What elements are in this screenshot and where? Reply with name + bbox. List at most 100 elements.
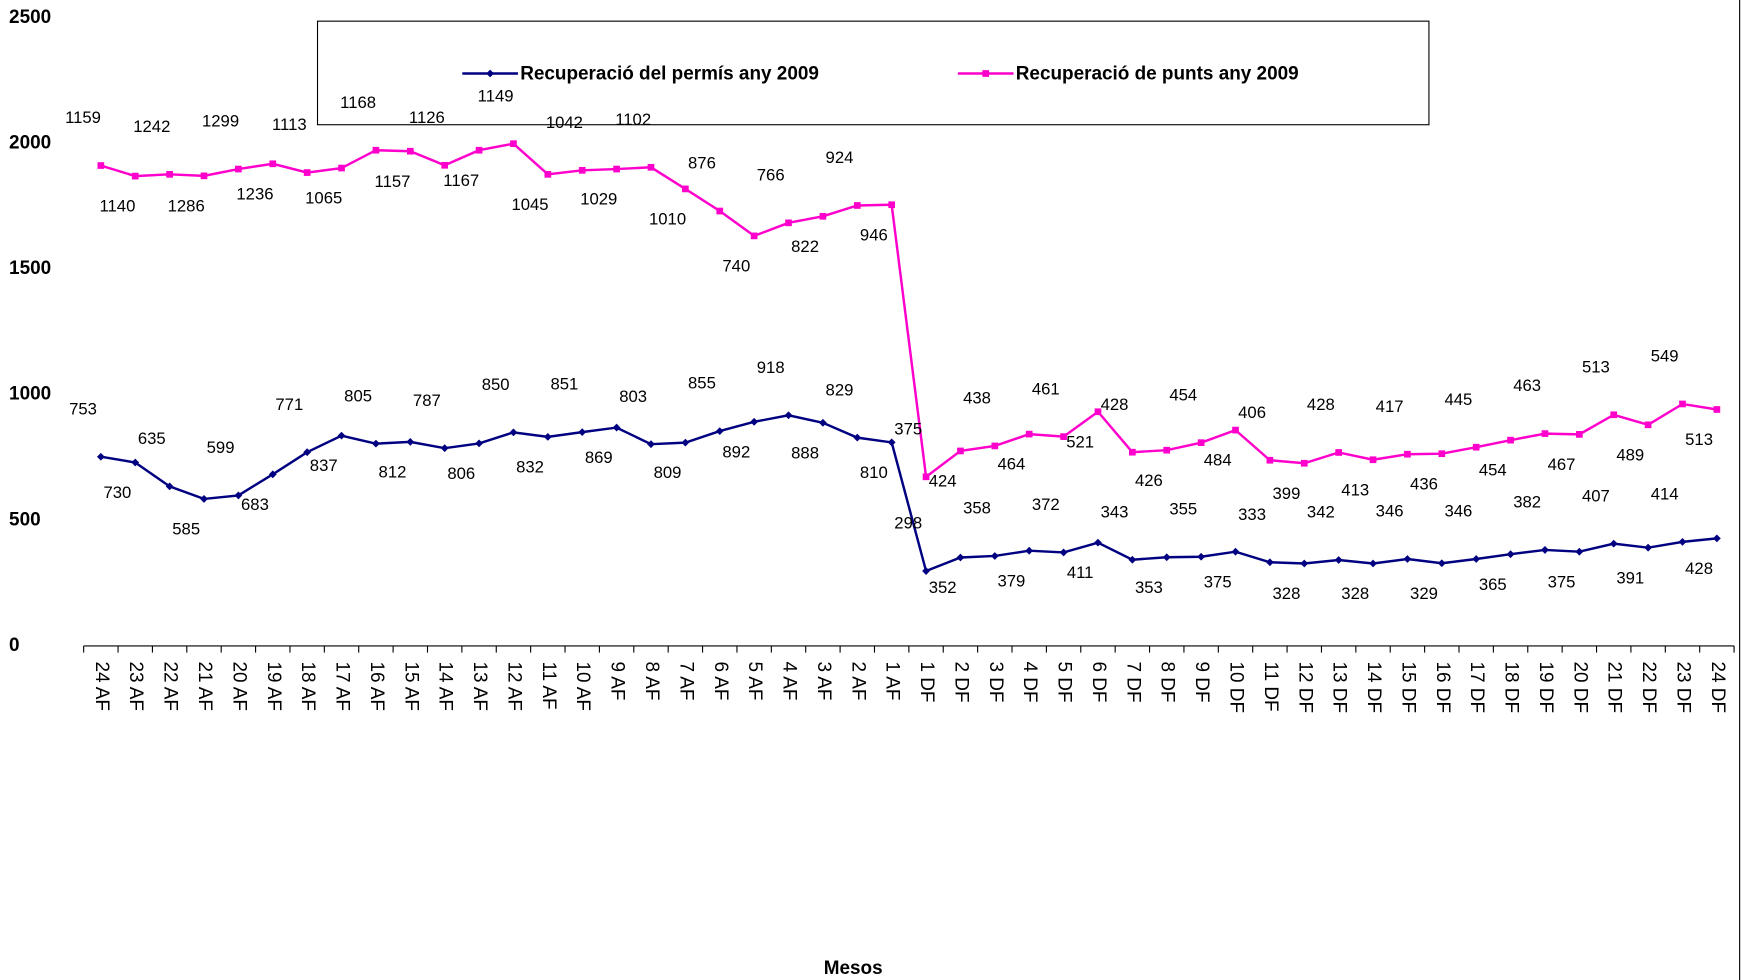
data-label: 809 bbox=[654, 463, 682, 482]
point bbox=[647, 163, 655, 171]
point bbox=[303, 448, 312, 457]
data-label: 829 bbox=[826, 380, 854, 399]
point bbox=[97, 162, 105, 169]
data-label: 1065 bbox=[305, 189, 342, 208]
x-tick-label: 13 DF bbox=[1329, 662, 1350, 714]
data-label: 428 bbox=[1685, 559, 1713, 578]
x-tick-label: 9 AF bbox=[607, 662, 628, 701]
x-tick-label: 23 DF bbox=[1672, 662, 1693, 714]
x-tick-label: 15 DF bbox=[1397, 662, 1418, 714]
x-tick-label: 14 AF bbox=[435, 662, 456, 711]
data-label: 382 bbox=[1513, 493, 1541, 512]
point bbox=[1231, 547, 1240, 556]
point bbox=[337, 431, 346, 440]
x-tick-label: 18 AF bbox=[297, 662, 318, 711]
point bbox=[1472, 555, 1481, 563]
point bbox=[543, 432, 552, 441]
point bbox=[96, 452, 105, 461]
data-label: 353 bbox=[1135, 578, 1163, 597]
point bbox=[613, 165, 620, 173]
x-tick-label: 5 AF bbox=[744, 662, 765, 701]
x-tick-label: 16 DF bbox=[1432, 662, 1453, 714]
point bbox=[682, 185, 689, 193]
point bbox=[406, 147, 414, 155]
point bbox=[441, 161, 449, 169]
point bbox=[578, 428, 587, 437]
data-label: 1126 bbox=[409, 108, 445, 127]
point bbox=[1265, 558, 1274, 567]
point bbox=[1300, 459, 1308, 467]
point bbox=[200, 172, 208, 180]
series-line bbox=[100, 414, 1717, 573]
point bbox=[338, 164, 345, 172]
x-tick-label: 13 AF bbox=[469, 662, 490, 711]
x-tick-label: 19 AF bbox=[263, 662, 284, 711]
point bbox=[1300, 559, 1309, 568]
x-tick-label: 15 AF bbox=[400, 662, 421, 711]
data-label: 805 bbox=[344, 386, 372, 405]
data-label: 445 bbox=[1444, 390, 1472, 409]
point bbox=[1610, 411, 1618, 419]
data-label: 1045 bbox=[511, 195, 548, 214]
data-label: 1140 bbox=[99, 197, 135, 216]
x-tick-label: 1 DF bbox=[916, 662, 937, 703]
data-label: 463 bbox=[1513, 376, 1541, 395]
point bbox=[1644, 543, 1653, 552]
x-tick-label: 6 DF bbox=[1088, 662, 1109, 703]
point bbox=[510, 140, 517, 148]
data-label: 832 bbox=[516, 457, 544, 476]
point bbox=[922, 567, 930, 575]
data-label: 424 bbox=[929, 472, 957, 491]
point bbox=[785, 219, 792, 227]
data-label: 1242 bbox=[133, 117, 170, 136]
data-label: 484 bbox=[1204, 451, 1232, 470]
point bbox=[1094, 408, 1102, 416]
data-label: 810 bbox=[860, 463, 888, 482]
x-tick-label: 23 AF bbox=[125, 662, 146, 711]
point bbox=[1369, 456, 1377, 464]
legend-label: Recuperació de punts any 2009 bbox=[1016, 64, 1299, 85]
x-tick-label: 9 DF bbox=[1191, 662, 1212, 703]
x-tick-label: 17 AF bbox=[332, 662, 353, 711]
point bbox=[440, 444, 449, 453]
x-tick-label: 2 AF bbox=[847, 662, 868, 701]
data-label: 513 bbox=[1582, 357, 1610, 376]
data-label: 635 bbox=[138, 429, 166, 448]
x-axis-title: Mesos bbox=[824, 958, 883, 979]
data-label: 876 bbox=[688, 154, 716, 173]
point bbox=[1060, 433, 1067, 440]
x-tick-label: 1 AF bbox=[882, 662, 903, 701]
point bbox=[166, 170, 173, 178]
point bbox=[509, 428, 518, 437]
x-tick-label: 7 DF bbox=[1122, 662, 1143, 703]
point bbox=[1576, 431, 1583, 438]
point bbox=[1541, 430, 1549, 437]
x-tick-label: 4 AF bbox=[779, 662, 800, 701]
x-tick-label: 7 AF bbox=[675, 662, 696, 701]
point bbox=[922, 473, 930, 481]
point bbox=[1506, 550, 1515, 559]
data-label: 683 bbox=[241, 495, 269, 514]
x-tick-label: 11 AF bbox=[538, 662, 559, 710]
point bbox=[612, 423, 621, 432]
data-label: 513 bbox=[1685, 430, 1713, 449]
data-label: 599 bbox=[207, 438, 235, 457]
data-label: 407 bbox=[1582, 486, 1610, 505]
x-tick-label: 24 AF bbox=[91, 662, 112, 711]
y-tick-label: 2500 bbox=[9, 7, 51, 28]
data-label: 375 bbox=[1204, 572, 1232, 591]
data-label: 850 bbox=[482, 375, 510, 394]
data-label: 855 bbox=[688, 374, 716, 393]
x-tick-label: 10 AF bbox=[572, 662, 593, 711]
data-label: 1159 bbox=[65, 108, 101, 127]
x-tick-label: 24 DF bbox=[1707, 662, 1728, 714]
x-tick-label: 12 DF bbox=[1294, 662, 1315, 714]
point bbox=[1437, 559, 1446, 568]
point bbox=[578, 166, 586, 174]
data-label: 467 bbox=[1548, 455, 1576, 474]
legend-marker bbox=[486, 69, 495, 78]
x-tick-label: 12 AF bbox=[503, 662, 524, 711]
x-tick-label: 8 DF bbox=[1157, 662, 1178, 703]
point bbox=[990, 552, 999, 560]
